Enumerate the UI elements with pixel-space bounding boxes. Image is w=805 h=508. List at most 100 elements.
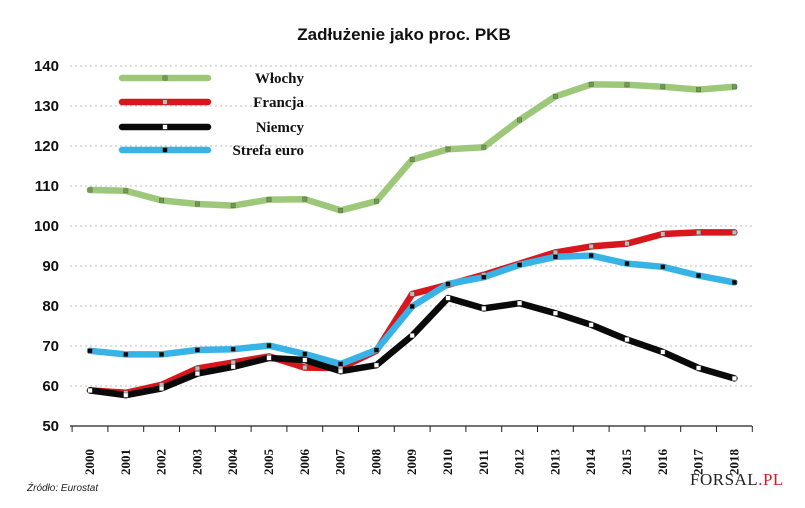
data-point [87,187,93,193]
data-point [194,347,200,353]
x-tick-label: 2003 [189,449,204,476]
x-tick-label: 2011 [476,449,491,474]
data-point [87,348,93,354]
x-tick-label: 2005 [261,449,276,476]
data-point [660,84,666,90]
legend-marker [162,147,168,153]
x-tick-label: 2016 [655,449,670,476]
data-point [588,322,594,328]
data-point [409,291,415,297]
legend-label: Włochy [255,71,305,87]
data-point [123,392,129,398]
data-point [481,144,487,150]
data-point [696,365,702,371]
data-point [517,262,523,268]
data-point [87,388,93,393]
x-tick-label: 2014 [583,449,598,476]
data-point [660,349,666,355]
x-tick-label: 2006 [297,449,312,476]
data-point [660,231,666,237]
data-point [123,352,129,357]
y-tick-label: 60 [42,378,59,395]
x-tick-label: 2017 [691,449,706,476]
y-tick-label: 70 [42,338,59,355]
data-point [409,157,415,162]
data-point [445,295,451,301]
data-point [266,343,272,348]
data-point [374,198,379,204]
chart-title: Zadłużenie jako proc. PKB [297,25,511,44]
y-tick-label: 110 [35,178,59,195]
data-point [732,84,737,90]
data-point [302,196,308,202]
data-point [338,368,343,374]
data-point [445,281,451,287]
data-point [696,229,702,235]
data-point [517,117,523,123]
y-tick-label: 50 [42,418,59,435]
x-tick-label: 2018 [726,449,741,476]
data-point [445,146,451,152]
data-point [159,197,164,203]
series-line-strefa-euro [86,252,738,368]
data-point [553,254,558,260]
data-point [123,188,129,194]
x-tick-label: 2000 [82,449,97,475]
data-point [481,274,487,280]
legend-marker [162,99,168,105]
y-tick-label: 100 [34,218,59,235]
data-point [696,87,702,93]
data-point [481,306,487,311]
logo-text: FORSAL [690,470,759,489]
x-tick-label: 2004 [225,449,240,476]
x-tick-label: 2009 [404,449,419,476]
data-point [732,280,737,285]
data-point [338,207,343,213]
data-point [266,197,272,202]
data-point [732,229,737,235]
data-point [553,310,558,316]
data-point [338,361,343,367]
y-axis: 50 60 70 80 90 100 110 120 130 140 [34,58,59,435]
data-point [230,364,236,370]
x-tick-label: 2015 [619,449,634,476]
data-point [553,249,558,255]
data-point [266,355,272,361]
data-point [624,82,630,88]
data-point [230,360,236,365]
legend-label: Niemcy [256,120,305,136]
data-point [159,352,164,357]
y-tick-label: 120 [34,138,59,155]
data-point [194,201,200,207]
data-point [230,346,236,352]
data-point [409,333,415,338]
series-lines [86,81,738,399]
legend-label: Francja [253,95,304,111]
y-tick-label: 90 [42,258,59,275]
data-point [194,366,200,371]
data-point [588,81,594,87]
data-point [302,351,308,357]
data-point [660,264,666,270]
series-line-francja [86,229,738,397]
data-point [159,386,164,391]
data-point [302,365,308,370]
legend-marker [162,75,168,81]
data-point [374,362,379,368]
x-tick-label: 2013 [547,449,562,476]
forsal-logo[interactable]: FORSAL.PL [690,470,784,490]
source-note: Źródło: Eurostat [27,483,99,494]
data-point [696,273,702,278]
data-point [230,203,236,208]
data-point [588,243,594,249]
legend-label: Strefa euro [232,143,304,159]
y-tick-label: 130 [34,98,59,115]
legend-marker [162,124,168,130]
data-point [374,347,379,353]
x-tick-label: 2001 [118,449,133,475]
data-point [588,253,594,258]
data-point [517,300,523,306]
data-point [624,241,630,246]
data-point [302,357,308,363]
